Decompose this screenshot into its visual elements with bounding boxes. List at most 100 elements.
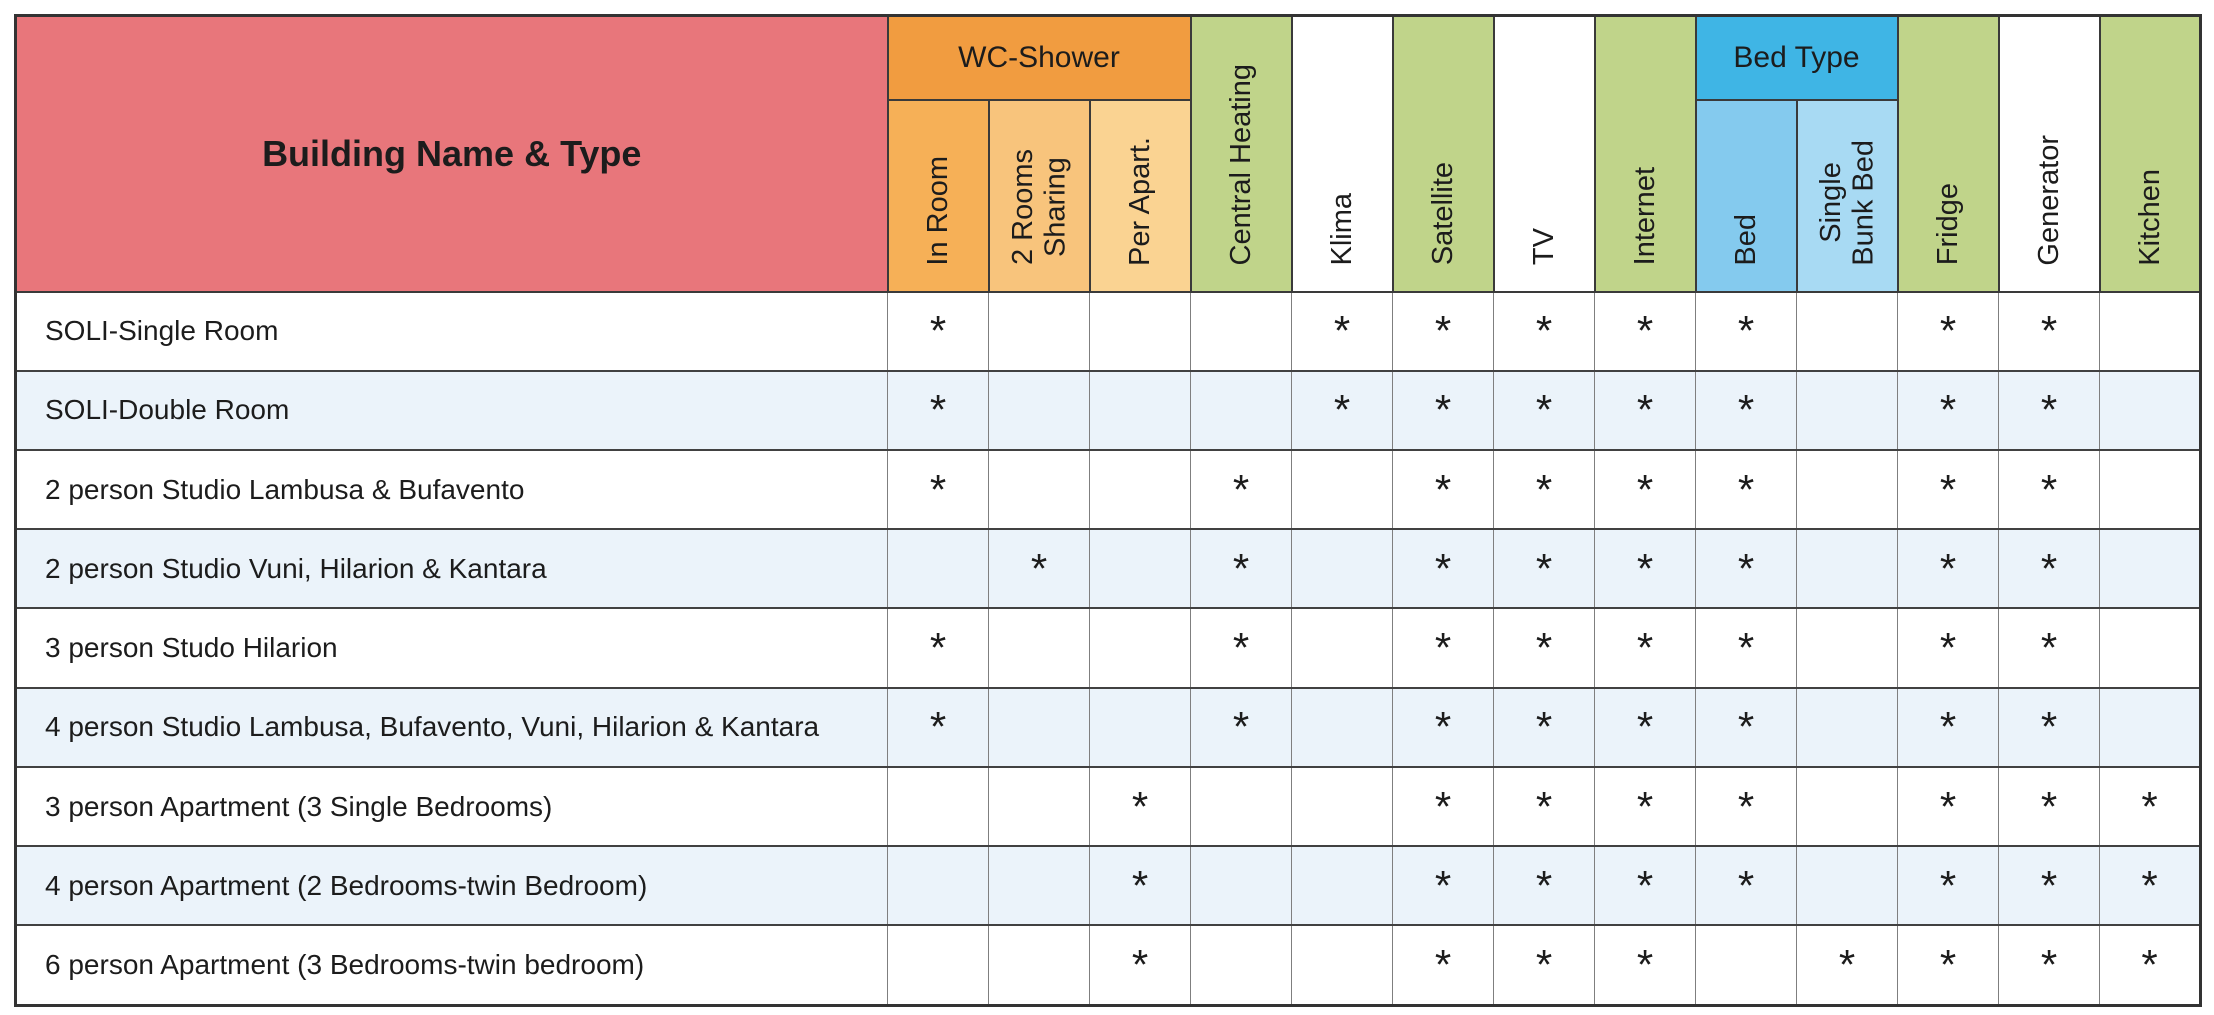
amenity-cell-in_room: * bbox=[887, 369, 989, 451]
amenity-cell-klima bbox=[1291, 448, 1393, 531]
column-header-bed-label: Bed bbox=[1729, 213, 1762, 266]
table-row: 2 person Studio Lambusa & Bufavento * * * * *… bbox=[15, 448, 2201, 531]
amenity-cell-tv: * bbox=[1493, 528, 1595, 610]
building-name-cell: SOLI-Double Room bbox=[15, 369, 888, 451]
amenity-cell-bed: * bbox=[1695, 290, 1797, 372]
table-header: Building Name & Type WC-Shower Central H… bbox=[14, 14, 2202, 293]
column-header-internet: Internet bbox=[1593, 14, 1697, 293]
amenity-cell-central_heating bbox=[1190, 845, 1292, 927]
building-name-cell: 4 person Apartment (2 Bedrooms-twin Bedr… bbox=[15, 845, 888, 927]
column-group-bed-type: Bed Type bbox=[1694, 14, 1899, 101]
column-header-in-room-label: In Room bbox=[921, 155, 954, 266]
amenity-cell-bed: * bbox=[1695, 686, 1797, 768]
amenities-table-container: Building Name & Type WC-Shower Central H… bbox=[14, 14, 2202, 1007]
column-header-tv: TV bbox=[1492, 14, 1596, 293]
amenity-cell-klima: * bbox=[1291, 369, 1393, 451]
amenity-cell-in_room bbox=[887, 845, 989, 927]
amenity-cell-klima bbox=[1291, 607, 1393, 689]
amenity-cell-tv: * bbox=[1493, 924, 1595, 1007]
amenity-cell-generator: * bbox=[1998, 686, 2100, 768]
amenity-cell-per_apart bbox=[1089, 448, 1191, 531]
amenity-cell-fridge: * bbox=[1897, 607, 1999, 689]
building-name-cell: SOLI-Single Room bbox=[15, 290, 888, 372]
amenity-cell-single_bunk_bed bbox=[1796, 448, 1898, 531]
amenity-cell-internet: * bbox=[1594, 448, 1696, 531]
amenity-cell-central_heating bbox=[1190, 765, 1292, 848]
amenity-cell-internet: * bbox=[1594, 607, 1696, 689]
amenity-cell-per_apart bbox=[1089, 607, 1191, 689]
amenity-cell-klima bbox=[1291, 845, 1393, 927]
amenity-cell-bed: * bbox=[1695, 528, 1797, 610]
amenity-cell-in_room: * bbox=[887, 448, 989, 531]
building-name-cell: 3 person Studo Hilarion bbox=[15, 607, 888, 689]
amenity-cell-single_bunk_bed bbox=[1796, 528, 1898, 610]
amenity-cell-per_apart bbox=[1089, 528, 1191, 610]
amenity-cell-bed: * bbox=[1695, 765, 1797, 848]
amenity-cell-central_heating bbox=[1190, 290, 1292, 372]
amenity-cell-kitchen bbox=[2099, 607, 2201, 689]
amenity-cell-rooms_2_sharing bbox=[988, 686, 1090, 768]
amenities-table: Building Name & Type WC-Shower Central H… bbox=[14, 14, 2202, 1007]
amenity-cell-satellite: * bbox=[1392, 924, 1494, 1007]
amenity-cell-fridge: * bbox=[1897, 765, 1999, 848]
amenity-cell-single_bunk_bed bbox=[1796, 765, 1898, 848]
amenity-cell-central_heating: * bbox=[1190, 607, 1292, 689]
amenity-cell-single_bunk_bed bbox=[1796, 290, 1898, 372]
amenity-cell-bed bbox=[1695, 924, 1797, 1007]
amenity-cell-kitchen: * bbox=[2099, 924, 2201, 1007]
amenity-cell-internet: * bbox=[1594, 290, 1696, 372]
table-row: 3 person Apartment (3 Single Bedrooms) * *… bbox=[15, 765, 2201, 848]
table-row: 4 person Studio Lambusa, Bufavento, Vuni… bbox=[15, 686, 2201, 768]
amenity-cell-kitchen bbox=[2099, 528, 2201, 610]
amenity-cell-in_room bbox=[887, 765, 989, 848]
building-name-cell: 2 person Studio Lambusa & Bufavento bbox=[15, 448, 888, 531]
amenity-cell-tv: * bbox=[1493, 607, 1595, 689]
column-header-klima-label: Klima bbox=[1325, 192, 1358, 266]
amenity-cell-single_bunk_bed bbox=[1796, 686, 1898, 768]
amenity-cell-satellite: * bbox=[1392, 765, 1494, 848]
amenity-cell-fridge: * bbox=[1897, 845, 1999, 927]
amenity-cell-central_heating bbox=[1190, 369, 1292, 451]
amenity-cell-kitchen: * bbox=[2099, 765, 2201, 848]
amenity-cell-per_apart bbox=[1089, 369, 1191, 451]
amenity-cell-generator: * bbox=[1998, 448, 2100, 531]
amenity-cell-satellite: * bbox=[1392, 845, 1494, 927]
amenity-cell-satellite: * bbox=[1392, 607, 1494, 689]
amenity-cell-fridge: * bbox=[1897, 924, 1999, 1007]
column-header-central-heating: Central Heating bbox=[1189, 14, 1293, 293]
amenity-cell-fridge: * bbox=[1897, 448, 1999, 531]
table-row: 2 person Studio Vuni, Hilarion & Kantara… bbox=[15, 528, 2201, 610]
building-name-cell: 6 person Apartment (3 Bedrooms-twin bedr… bbox=[15, 924, 888, 1007]
amenity-cell-klima bbox=[1291, 924, 1393, 1007]
column-header-satellite-label: Satellite bbox=[1426, 162, 1459, 266]
building-name-cell: 3 person Apartment (3 Single Bedrooms) bbox=[15, 765, 888, 848]
amenity-cell-bed: * bbox=[1695, 369, 1797, 451]
amenity-cell-generator: * bbox=[1998, 290, 2100, 372]
column-header-per-apart-label: Per Apart. bbox=[1123, 136, 1156, 266]
table-body: SOLI-Single Room * * * * * * * * SOLI-Double Room… bbox=[15, 290, 2201, 1007]
amenity-cell-per_apart bbox=[1089, 686, 1191, 768]
column-header-2-rooms-sharing-label: 2 Rooms Sharing bbox=[1006, 149, 1071, 266]
column-header-fridge-label: Fridge bbox=[1931, 183, 1964, 266]
column-header-tv-label: TV bbox=[1527, 228, 1560, 266]
column-header-per-apart: Per Apart. bbox=[1088, 98, 1192, 293]
column-header-kitchen-label: Kitchen bbox=[2133, 168, 2166, 266]
column-header-2-rooms-sharing: 2 Rooms Sharing bbox=[987, 98, 1091, 293]
amenity-cell-internet: * bbox=[1594, 686, 1696, 768]
amenity-cell-generator: * bbox=[1998, 845, 2100, 927]
amenity-cell-klima: * bbox=[1291, 290, 1393, 372]
amenity-cell-satellite: * bbox=[1392, 448, 1494, 531]
amenity-cell-internet: * bbox=[1594, 845, 1696, 927]
amenity-cell-generator: * bbox=[1998, 528, 2100, 610]
amenity-cell-rooms_2_sharing bbox=[988, 607, 1090, 689]
amenity-cell-tv: * bbox=[1493, 290, 1595, 372]
amenity-cell-satellite: * bbox=[1392, 290, 1494, 372]
amenity-cell-single_bunk_bed bbox=[1796, 845, 1898, 927]
amenity-cell-rooms_2_sharing bbox=[988, 369, 1090, 451]
column-group-wc-shower: WC-Shower bbox=[886, 14, 1192, 101]
amenity-cell-rooms_2_sharing bbox=[988, 290, 1090, 372]
amenity-cell-single_bunk_bed bbox=[1796, 607, 1898, 689]
column-header-satellite: Satellite bbox=[1391, 14, 1495, 293]
amenity-cell-fridge: * bbox=[1897, 369, 1999, 451]
amenity-cell-fridge: * bbox=[1897, 528, 1999, 610]
